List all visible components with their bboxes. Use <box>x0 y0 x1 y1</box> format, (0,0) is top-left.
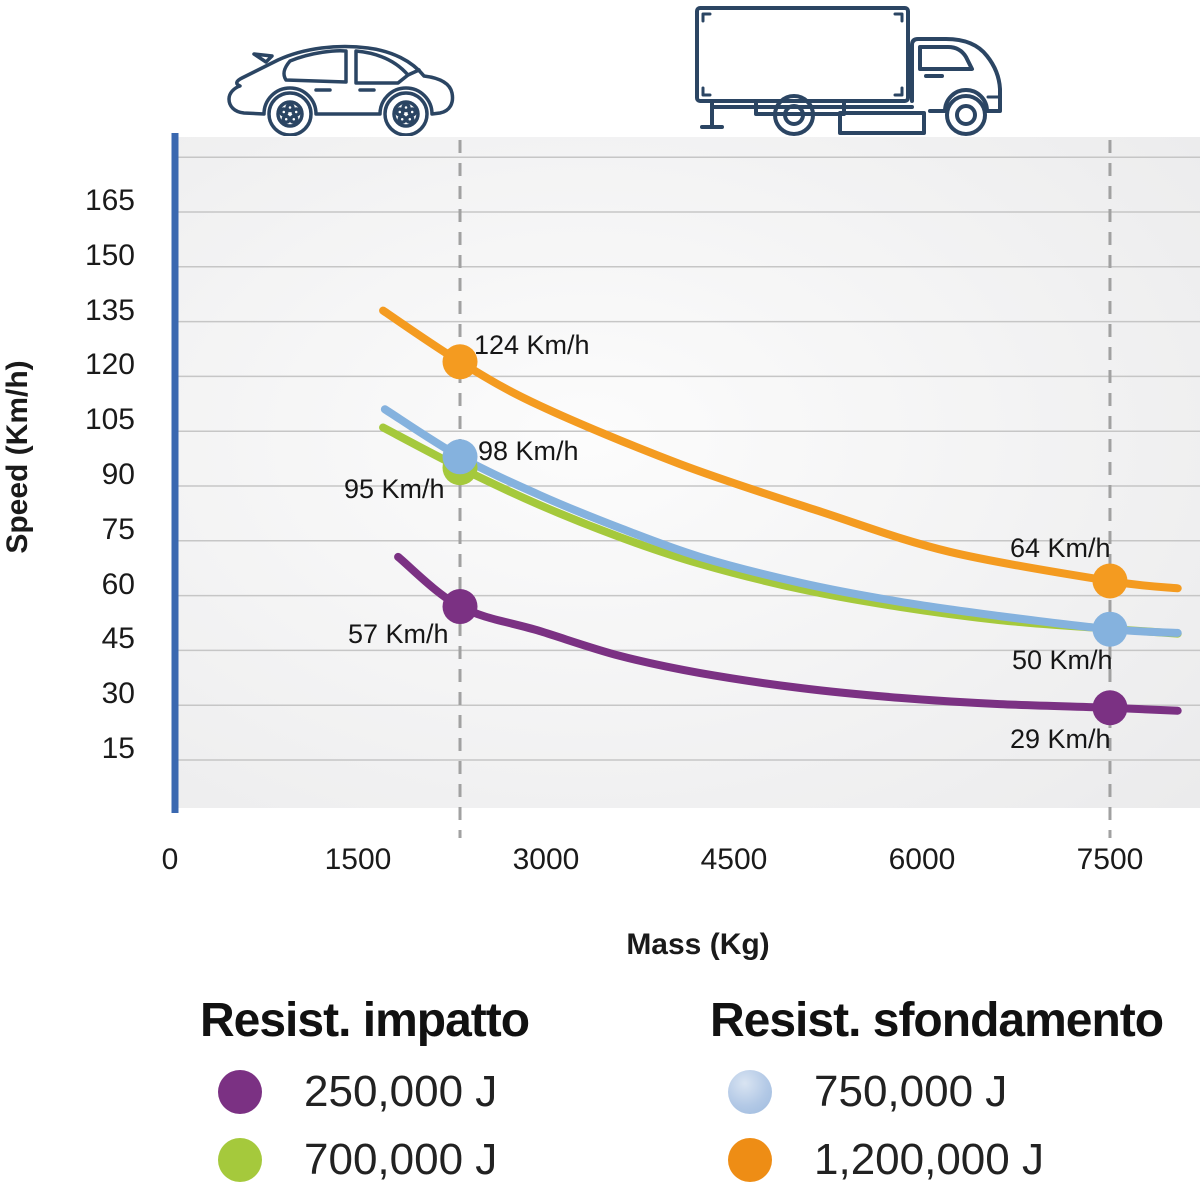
legend-group-title: Resist. impatto <box>200 994 530 1047</box>
legend-item: 250,000 J <box>200 1067 529 1116</box>
x-tick-label: 3000 <box>512 843 580 876</box>
data-point-250000j <box>1092 690 1128 726</box>
point-label: 64 Km/h <box>1009 532 1111 563</box>
x-tick-label: 1500 <box>324 843 392 876</box>
legend-color-dot <box>728 1070 772 1114</box>
plot-background <box>178 137 1200 808</box>
legend-item: 750,000 J <box>710 1067 1163 1116</box>
y-tick-label: 165 <box>84 184 135 217</box>
y-tick-label: 75 <box>101 512 135 546</box>
gridlines <box>178 156 1200 761</box>
y-tick-label: 15 <box>101 732 135 765</box>
y-tick-label: 150 <box>84 238 135 272</box>
legend-item: 700,000 J <box>200 1135 529 1184</box>
curve-750000j <box>380 405 1182 637</box>
data-point-1200000j <box>1092 563 1128 599</box>
legend-group-impatto: Resist. impatto 250,000 J 700,000 J <box>200 994 530 1184</box>
y-tick-label: 90 <box>101 458 135 491</box>
x-tick-label: 0 <box>161 843 179 876</box>
legend-group-sfondamento: Resist. sfondamento 750,000 J 1,200,000 J <box>710 994 1164 1184</box>
legend-color-dot <box>218 1138 262 1182</box>
x-tick-label: 7500 <box>1076 843 1144 876</box>
car-icon <box>227 44 455 136</box>
point-label: 95 Km/h <box>344 473 445 504</box>
truck-icon <box>695 6 1002 136</box>
legend-item-label: 1,200,000 J <box>814 1135 1044 1184</box>
legend-color-dot <box>218 1070 262 1114</box>
point-label: 50 Km/h <box>1011 645 1113 676</box>
data-point-750000j <box>1092 611 1128 647</box>
curve-1200000j <box>379 306 1182 593</box>
x-axis-title: Mass (Kg) <box>626 928 770 961</box>
x-tick-label: 4500 <box>700 843 768 876</box>
point-label: 29 Km/h <box>1009 723 1111 754</box>
legend-items: 750,000 J 1,200,000 J <box>710 1067 1163 1184</box>
legend-group-title: Resist. sfondamento <box>710 994 1164 1047</box>
legend-item: 1,200,000 J <box>710 1135 1163 1184</box>
y-tick-label: 105 <box>84 403 135 437</box>
point-label: 124 Km/h <box>474 329 590 360</box>
y-tick-label: 45 <box>101 622 135 656</box>
x-tick-label: 6000 <box>888 843 956 876</box>
legend-items: 250,000 J 700,000 J <box>200 1067 529 1184</box>
legend-item-label: 750,000 J <box>814 1067 1008 1116</box>
data-point-750000j <box>442 439 478 475</box>
legend-color-dot <box>728 1138 772 1182</box>
data-point-1200000j <box>442 344 478 380</box>
point-label: 98 Km/h <box>478 435 579 466</box>
y-tick-label: 30 <box>101 677 135 711</box>
data-point-250000j <box>442 589 478 625</box>
legend-item-label: 250,000 J <box>304 1067 498 1116</box>
y-tick-label: 120 <box>84 348 135 382</box>
curve-250000j <box>394 552 1182 715</box>
y-tick-label: 60 <box>101 567 135 601</box>
legend-item-label: 700,000 J <box>304 1135 498 1184</box>
y-tick-label: 135 <box>84 293 135 327</box>
point-label: 57 Km/h <box>348 618 449 649</box>
y-axis-title: Speed (Km/h) <box>1 360 34 554</box>
